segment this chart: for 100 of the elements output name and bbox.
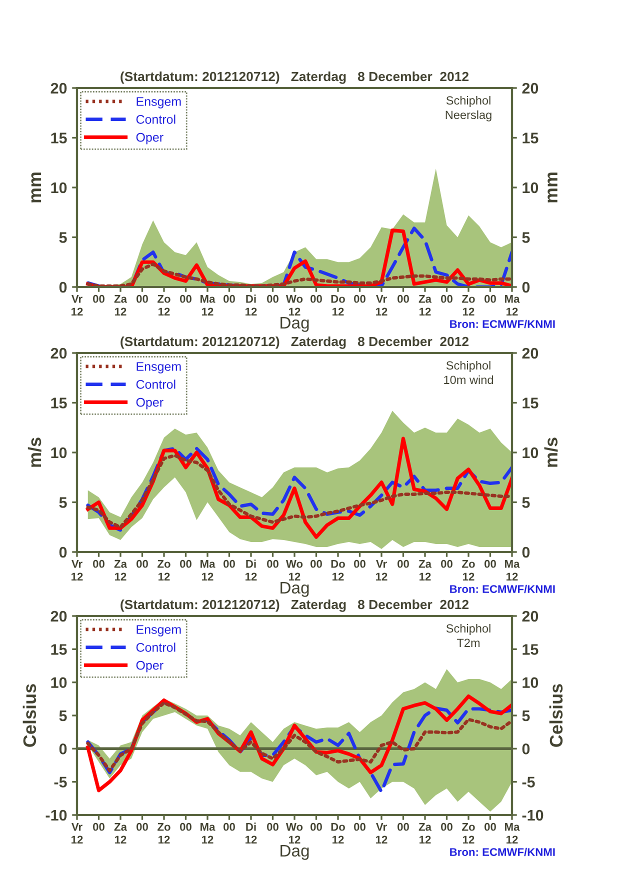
x-tick-label: 00 xyxy=(310,294,322,303)
x-tick-label: Vr 12 xyxy=(72,560,83,580)
x-tick-label: Vr 12 xyxy=(72,295,83,316)
x-tick-label: Ma 12 xyxy=(505,560,520,580)
x-tick-label: 00 xyxy=(136,560,148,568)
annotation: Schiphol Neerslag xyxy=(446,96,492,122)
y2-tick-label: 20 xyxy=(522,610,538,622)
x-tick-label: Zo 12 xyxy=(462,823,475,844)
x-tick-label: 00 xyxy=(180,560,192,568)
legend-label: Control xyxy=(136,380,176,389)
x-tick-label: Vr 12 xyxy=(376,560,388,580)
x-tick-label: 00 xyxy=(267,294,278,303)
y-tick-label: 5 xyxy=(59,710,67,722)
x-tick-label: Za 12 xyxy=(114,560,128,580)
x-tick-label: 00 xyxy=(354,822,366,831)
x-tick-label: 00 xyxy=(136,822,148,831)
x-tick-label: Zo 12 xyxy=(462,560,475,580)
x-tick-label: 00 xyxy=(354,560,366,568)
annotation: Schiphol 10m wind xyxy=(444,360,494,384)
y-tick-label: 20 xyxy=(50,610,67,622)
y2-tick-label: 20 xyxy=(522,348,538,359)
x-tick-label: Do 12 xyxy=(331,560,345,580)
x-tick-label: Vr 12 xyxy=(376,295,388,316)
y-tick-label: -5 xyxy=(54,776,67,788)
x-tick-label: Wo 12 xyxy=(286,560,303,580)
x-tick-label: Vr 12 xyxy=(376,823,388,844)
x-tick-label: Di 12 xyxy=(246,560,257,580)
x-tick-label: Di 12 xyxy=(246,822,257,844)
text: Bron: ECMWF/KNMI xyxy=(450,584,555,594)
x-tick-label: 00 xyxy=(398,294,409,303)
x-tick-label: 00 xyxy=(267,560,278,568)
x-tick-label: Wo 12 xyxy=(286,295,303,316)
x-tick-label: 00 xyxy=(484,822,496,831)
legend-label: Ensgem xyxy=(136,97,181,108)
text: Bron: ECMWF/KNMI xyxy=(450,848,555,856)
y-axis-title: mm xyxy=(31,172,41,202)
x-tick-label: 00 xyxy=(267,822,278,831)
y2-tick-label: 15 xyxy=(522,132,538,144)
x-tick-label: Zo 12 xyxy=(462,295,475,316)
y2-tick-label: 5 xyxy=(522,232,530,243)
y-tick-label: 0 xyxy=(59,744,67,754)
x-tick-label: 00 xyxy=(310,822,322,831)
legend-label: Ensgem xyxy=(136,362,181,374)
legend-label: Oper xyxy=(136,132,164,144)
y-tick-label: 15 xyxy=(51,644,67,655)
line-series xyxy=(86,701,512,772)
text: Bron: ECMWF/KNMI xyxy=(450,320,555,328)
annotation: Schiphol T2m xyxy=(446,624,490,647)
x-tick-label: 00 xyxy=(354,294,366,303)
y-tick-label: 0 xyxy=(59,546,67,558)
x-tick-label: 00 xyxy=(441,822,452,831)
x-tick-label: 00 xyxy=(180,294,192,303)
y-axis-title: Celsius xyxy=(22,684,36,747)
y2-tick-label: 5 xyxy=(522,497,530,508)
x-tick-label: 00 xyxy=(441,294,452,303)
y2-axis-title: mm xyxy=(548,172,558,202)
y-tick-label: 20 xyxy=(50,348,67,359)
x-tick-label: Ma 12 xyxy=(200,295,216,316)
y-tick-label: 0 xyxy=(59,282,67,293)
y2-tick-label: 10 xyxy=(522,677,538,688)
x-axis-title: Dag xyxy=(280,316,309,332)
x-tick-label: Ma 12 xyxy=(200,823,216,844)
x-tick-label: Za 12 xyxy=(418,823,432,844)
x-tick-label: Do 12 xyxy=(331,295,345,316)
chart-title: (Startdatum: 2012120712) Zaterdag 8 December 2012 xyxy=(120,599,469,612)
x-tick-label: 00 xyxy=(398,560,409,568)
chart-title: (Startdatum: 2012120712) Zaterdag 8 December 2012 xyxy=(120,336,469,349)
y-tick-label: 20 xyxy=(50,82,67,94)
y-tick-label: 5 xyxy=(59,232,67,243)
y-tick-label: -10 xyxy=(46,810,67,821)
x-tick-label: 00 xyxy=(93,294,104,303)
y-tick-label: 15 xyxy=(51,398,67,408)
x-tick-label: Wo 12 xyxy=(286,823,303,844)
x-tick-label: 00 xyxy=(224,822,235,831)
x-tick-label: 00 xyxy=(136,294,148,303)
x-tick-label: Za 12 xyxy=(114,295,128,316)
x-tick-label: Zo 12 xyxy=(158,823,170,844)
x-tick-label: Zo 12 xyxy=(158,295,170,316)
x-tick-label: Za 12 xyxy=(114,823,128,844)
x-tick-label: 00 xyxy=(93,822,104,831)
x-tick-label: Di 12 xyxy=(246,294,257,316)
x-axis-title: Dag xyxy=(280,582,309,597)
x-tick-label: 00 xyxy=(398,822,409,831)
chart-title: (Startdatum: 2012120712) Zaterdag 8 December 2012 xyxy=(120,71,469,84)
x-tick-label: 00 xyxy=(484,294,496,303)
x-axis-title: Dag xyxy=(280,844,309,860)
x-tick-label: 00 xyxy=(180,822,192,831)
y2-tick-label: 20 xyxy=(522,82,538,94)
legend-label: Control xyxy=(136,642,176,652)
y-axis-title: m/s xyxy=(28,438,42,467)
x-tick-label: 00 xyxy=(93,560,104,568)
x-tick-label: 00 xyxy=(224,294,235,303)
y2-axis-title: Celsius xyxy=(549,684,563,747)
y-tick-label: 10 xyxy=(51,182,67,194)
x-tick-label: Do 12 xyxy=(331,823,345,844)
x-tick-label: 00 xyxy=(484,560,496,568)
line-series xyxy=(86,262,512,287)
x-tick-label: Za 12 xyxy=(418,560,432,580)
y2-tick-label: 0 xyxy=(522,546,530,558)
y-tick-label: 10 xyxy=(51,447,67,458)
